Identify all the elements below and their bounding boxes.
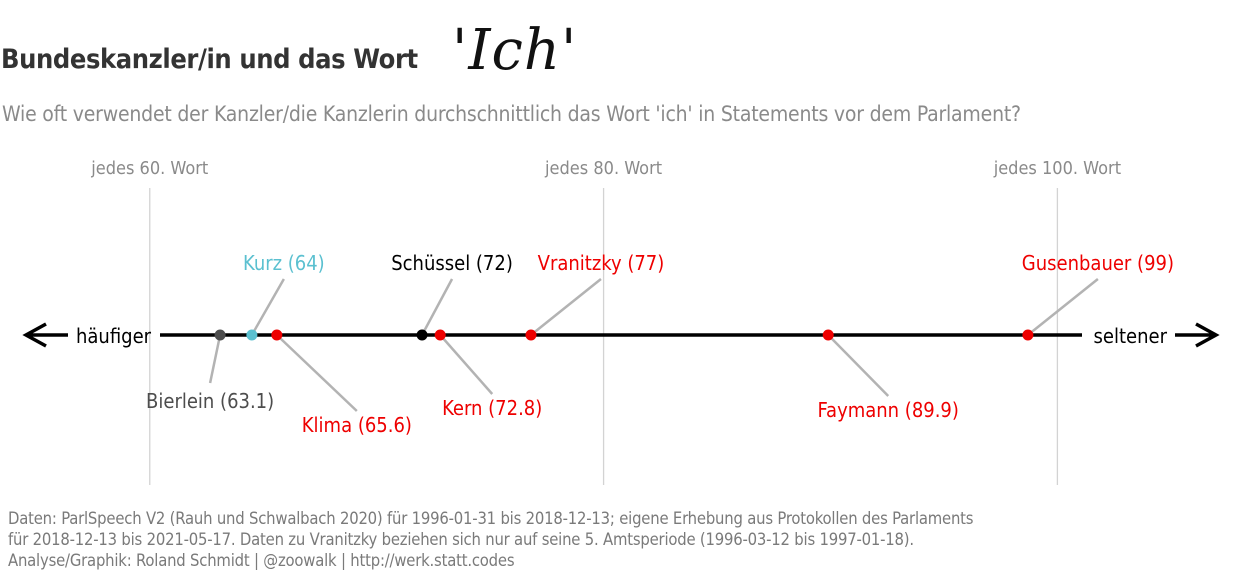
label-connector [439,334,494,395]
data-point-schüssel [416,329,428,341]
label-connector [1027,278,1099,336]
chart-title-highlight: 'Ich' [452,18,578,83]
caption: Daten: ParlSpeech V2 (Rauh und Schwalbac… [8,508,974,571]
data-point-bierlein [214,329,226,341]
data-label-gusenbauer: Gusenbauer (99) [1022,251,1174,275]
axis-right-label: seltener [1094,324,1168,348]
data-label-vranitzky: Vranitzky (77) [538,251,665,275]
chart-title: Bundeskanzler/in und das Wort [1,44,418,75]
data-point-kern [434,329,446,341]
label-connector [420,278,454,336]
label-connector [275,334,358,412]
chart-subtitle: Wie oft verwendet der Kanzler/die Kanzle… [2,102,1021,126]
label-connectors [208,278,1099,412]
data-label-bierlein: Bierlein (63.1) [146,389,274,413]
reference-line-label: jedes 60. Wort [90,158,208,179]
data-point-kurz [246,329,258,341]
data-point-gusenbauer [1022,329,1034,341]
arrow-right-icon [1175,322,1220,348]
reference-line-label: jedes 100. Wort [993,158,1121,179]
data-label-schüssel: Schüssel (72) [391,251,513,275]
caption-line: für 2018-12-13 bis 2021-05-17. Daten zu … [8,530,914,549]
data-point-klima [271,329,283,341]
data-label-klima: Klima (65.6) [302,413,412,437]
data-point-faymann [822,329,834,341]
label-connector [827,334,890,397]
data-label-kurz: Kurz (64) [243,251,325,275]
caption-line: Analyse/Graphik: Roland Schmidt | @zoowa… [8,551,515,570]
data-label-faymann: Faymann (89.9) [818,398,959,422]
data-labels: Bierlein (63.1) Kurz (64) Klima (65.6) Schü… [146,251,1174,437]
title-row: Bundeskanzler/in und das Wort 'Ich' [0,14,1248,94]
label-connector [530,278,602,336]
axis-left-label: häufiger [76,324,152,348]
axis: häufiger seltener [22,322,1220,348]
label-connector [250,278,285,336]
label-connector [208,334,222,384]
data-point-vranitzky [525,329,537,341]
reference-lines: jedes 60. Wort jedes 80. Wort jedes 100. W… [90,158,1121,485]
caption-line: Daten: ParlSpeech V2 (Rauh und Schwalbac… [8,509,974,528]
reference-line-label: jedes 80. Wort [544,158,662,179]
data-points [214,329,1034,341]
arrow-left-icon [22,322,68,348]
data-label-kern: Kern (72.8) [442,396,542,420]
